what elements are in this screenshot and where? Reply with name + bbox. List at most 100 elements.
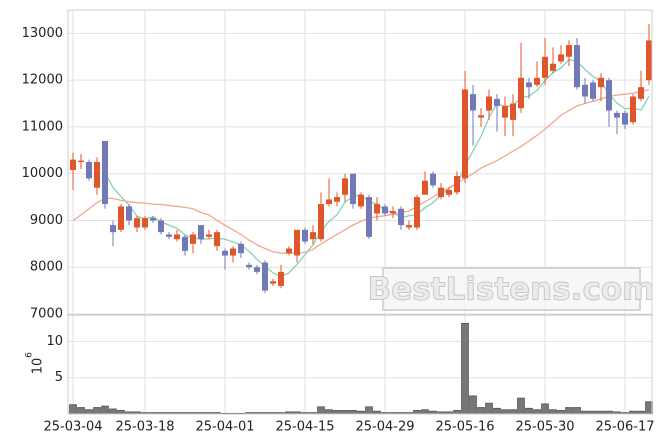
volume-bar [533,409,541,415]
candle-body [558,54,564,62]
y-axis-label: 10 [31,358,46,375]
volume-bar [333,410,341,415]
candle-body [478,115,484,118]
candle-body [198,225,204,240]
volume-bar [469,395,477,415]
volume-bar [557,410,565,415]
frame [67,9,653,415]
candle-body [526,82,532,88]
candle-body [150,218,156,221]
candle-body [462,89,468,179]
candle-body [350,173,356,205]
volume-bar [645,401,653,415]
volume-bar [493,407,501,415]
y-tick-label: 11000 [22,119,63,134]
volume-bar [525,407,533,415]
candle-body [390,211,396,214]
volume-bar [461,322,469,415]
marks-layer [69,24,653,415]
candle-body [502,105,508,118]
volume-bar [549,409,557,415]
candle-body [78,160,84,162]
volume-bar [77,407,85,415]
volume-bar [101,405,109,415]
candle-body [278,271,284,286]
y-tick-label: 13000 [22,26,63,41]
volume-bar [325,409,333,415]
x-tick-label: 25-06-17 [595,420,654,435]
candle-body [326,199,332,205]
y-tick-label: 5 [55,370,63,385]
candle-body [382,206,388,214]
candle-body [222,250,228,256]
volume-bar [341,410,349,415]
candle-body [598,77,604,88]
candle-body [542,56,548,78]
volume-bar [477,407,485,415]
candle-body [110,225,116,233]
volume-bar [541,403,549,415]
x-tick-label: 25-04-01 [195,420,254,435]
volume-bar [109,408,117,415]
candle-body [270,281,276,284]
candle-body [206,234,212,237]
candle-body [174,234,180,240]
candle-body [254,267,260,272]
x-tick-label: 25-04-29 [355,420,414,435]
volume-bar [349,410,357,415]
candle-body [318,204,324,240]
candle-body [230,248,236,256]
volume-bar [317,406,325,415]
y-tick-label: 10 [46,334,63,349]
volume-bar [69,404,77,415]
candle-body [446,190,452,195]
candle-body [590,82,596,99]
candle-body [142,218,148,228]
candle-body [158,220,164,233]
candle-body [294,229,300,256]
y-axis-label-exponent: 6 [25,352,35,358]
volume-bar [485,402,493,415]
candle-body [614,112,620,118]
candle-body [238,243,244,254]
watermark: BestListens.com [368,272,655,308]
candle-body [510,103,516,120]
candle-body [94,162,100,188]
candle-body [366,197,372,237]
candle-body [454,176,460,193]
candle-body [214,232,220,247]
candle-body [182,236,188,251]
candle-body [398,208,404,226]
candle-body [470,94,476,111]
y-tick-label: 10000 [22,166,63,181]
y-tick-label: 12000 [22,73,63,88]
candle-body [334,197,340,202]
candle-body [430,173,436,186]
y-tick-label: 9000 [30,213,63,228]
candle-body [486,96,492,111]
candle-body [70,159,76,170]
candle-body [550,63,556,71]
candle-body [414,197,420,228]
candle-body [126,206,132,221]
candle-body [310,232,316,240]
volume-bar [573,407,581,415]
x-tick-label: 25-05-16 [435,420,494,435]
volume-bar [365,406,373,415]
candle-body [118,206,124,230]
x-tick-label: 25-03-18 [115,420,174,435]
x-tick-label: 25-04-15 [275,420,334,435]
candle-body [286,248,292,254]
candle-body [262,262,268,291]
volume-bar [413,410,421,415]
candle-body [638,87,644,99]
candle-body [190,234,196,244]
candle-body [406,225,412,228]
volume-bar [501,409,509,415]
grid-layer [68,10,652,414]
volume-bar [453,410,461,415]
candle-body [374,204,380,214]
candle-body [358,194,364,207]
volume-bar [509,409,517,415]
